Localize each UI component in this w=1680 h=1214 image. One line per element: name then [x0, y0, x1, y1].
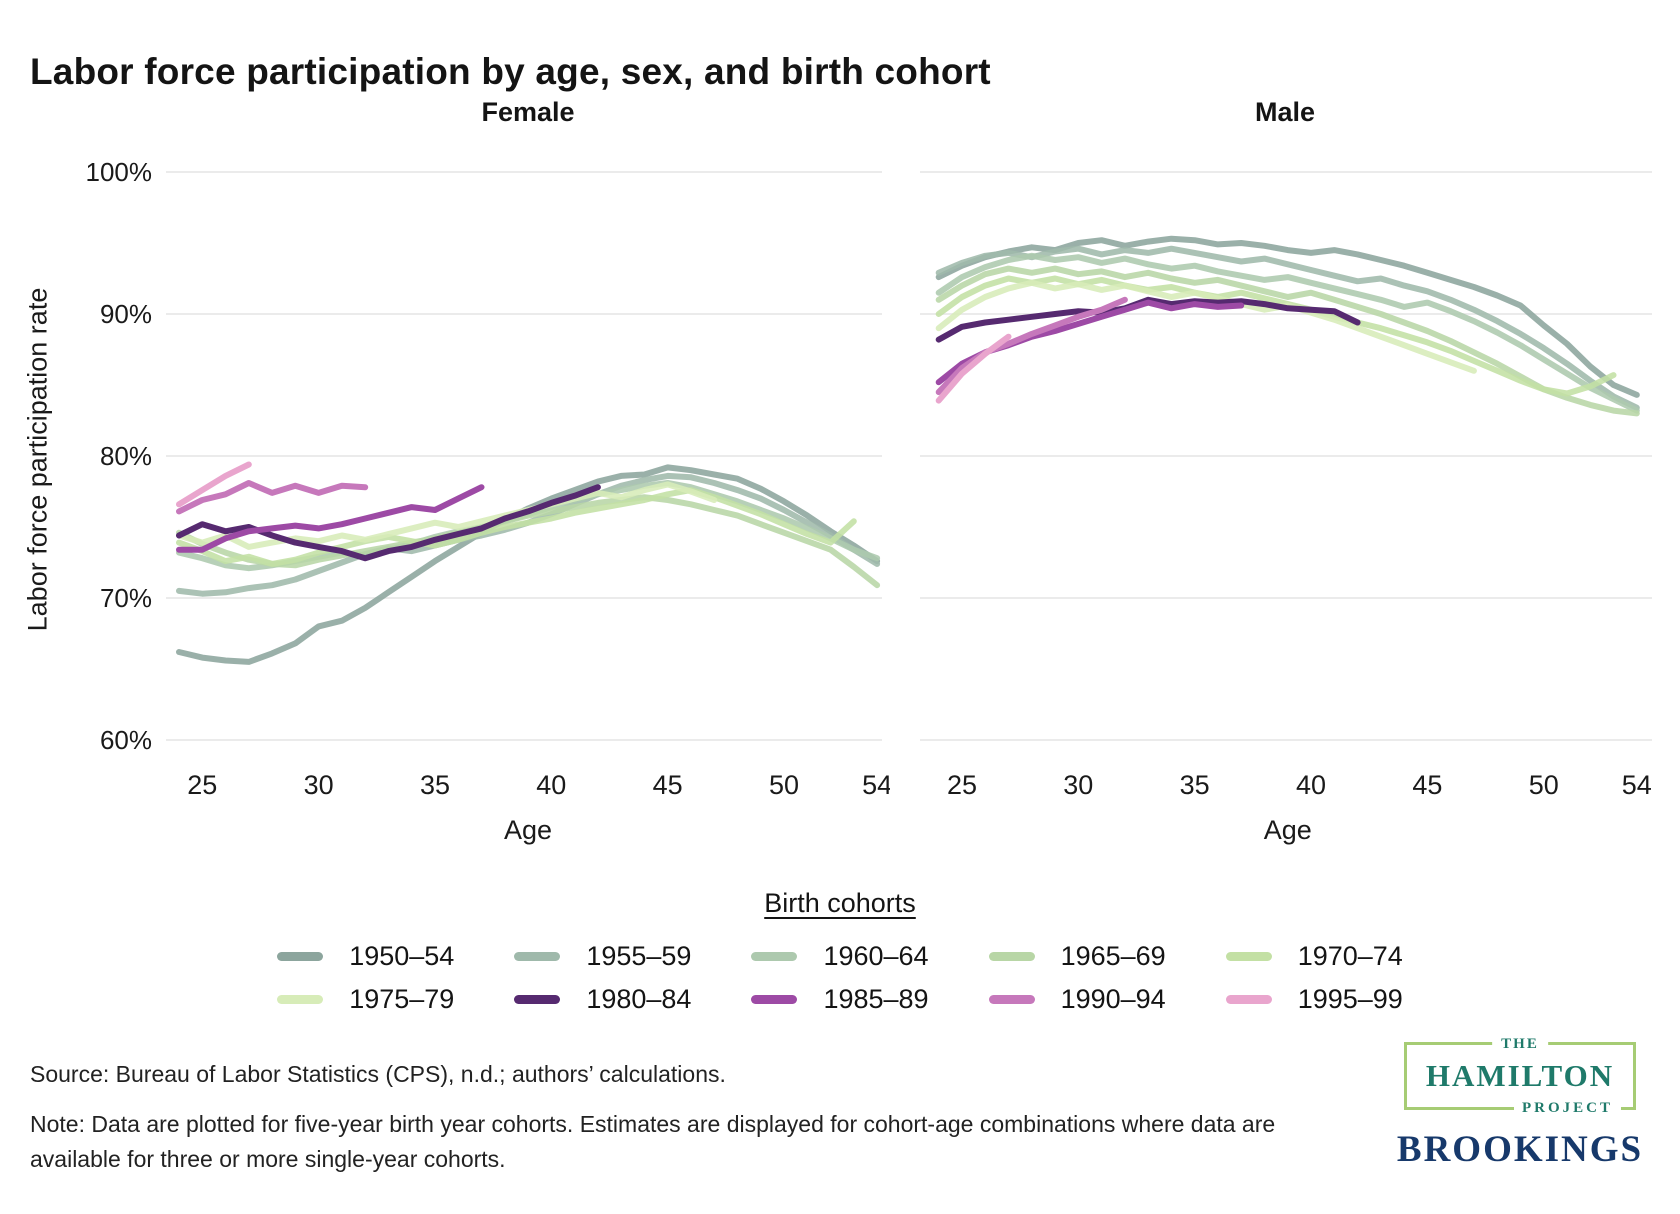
female-line-chart: 100% 90% 80% 70% 60% 25 30 35 40 45 50 54 Age	[86, 157, 891, 845]
legend-item-1985-89: 1985–89	[751, 984, 929, 1015]
legend-item-1975-79: 1975–79	[277, 984, 454, 1015]
legend-label-1950-54: 1950–54	[349, 941, 455, 971]
legend-item-1955-59: 1955–59	[514, 941, 691, 972]
logos: THE HAMILTON PROJECT BROOKINGS	[1394, 1034, 1646, 1171]
cohort-line-1960-64-male	[935, 252, 1640, 414]
x-tick-label-35: 35	[1180, 770, 1210, 800]
brookings-logo: BROOKINGS	[1396, 1129, 1644, 1170]
methodology-note: Note: Data are plotted for five-year bir…	[30, 1111, 1276, 1172]
cohort-line-1990-94-female	[176, 480, 369, 515]
y-axis-title: Labor force participation rate	[22, 287, 53, 632]
legend-label-1955-59: 1955–59	[586, 941, 692, 971]
cohort-line-1970-74-female	[176, 487, 857, 567]
hamilton-logo-name: HAMILTON	[1425, 1058, 1615, 1093]
figure-area: Labor force participation rate Female 10…	[0, 92, 1680, 862]
legend-swatch-1980-84	[514, 995, 561, 1004]
x-tick-label-40: 40	[1296, 770, 1326, 800]
legend-label-1980-84: 1980–84	[586, 984, 692, 1014]
cohort-line-1955-59-male	[935, 245, 1640, 411]
legend-label-1975-79: 1975–79	[349, 984, 455, 1014]
legend-title: Birth cohorts	[764, 888, 916, 918]
x-tick-label-50: 50	[1529, 770, 1559, 800]
legend-swatch-1990-94	[988, 995, 1035, 1004]
y-tick-label-100: 100%	[86, 157, 153, 187]
legend-swatch-1985-89	[751, 995, 798, 1004]
chart-title: Labor force participation by age, sex, a…	[30, 50, 991, 92]
legend-swatch-1975-79	[277, 995, 324, 1004]
hamilton-logo-the: THE	[1492, 1034, 1548, 1054]
y-tick-label-60: 60%	[100, 725, 152, 755]
panel-title-female: Female	[481, 97, 575, 127]
x-tick-label-54: 54	[862, 770, 890, 800]
legend-item-1970-74: 1970–74	[1225, 941, 1403, 972]
legend-label-1995-99: 1995–99	[1297, 984, 1403, 1014]
male-line-chart: 25 30 35 40 45 50 54 Age	[920, 171, 1652, 845]
legend-swatch-1965-69	[988, 952, 1035, 961]
cohort-line-1985-89-female	[176, 484, 485, 553]
cohort-line-1965-69-male	[935, 265, 1640, 417]
panel-female: Female 100% 90% 80% 70% 60% 25 30 35 40 45 50 54 Age	[60, 92, 891, 849]
legend-swatch-1950-54	[277, 952, 324, 961]
x-tick-label-25: 25	[187, 770, 217, 800]
cohort-line-1965-69-female	[176, 494, 881, 589]
legend: Birth cohorts 1950–54 1955–59 1960–64 1965–…	[0, 888, 1680, 1015]
x-tick-label-45: 45	[1412, 770, 1442, 800]
y-tick-label-80: 80%	[100, 441, 152, 471]
legend-swatch-1960-64	[751, 952, 798, 961]
legend-label-1990-94: 1990–94	[1060, 984, 1166, 1014]
x-tick-label-25: 25	[947, 770, 977, 800]
cohort-line-1975-79-female	[176, 481, 718, 550]
x-tick-label-30: 30	[304, 770, 334, 800]
legend-label-1965-69: 1965–69	[1060, 941, 1166, 971]
x-tick-label-54: 54	[1622, 770, 1652, 800]
x-tick-label-30: 30	[1063, 770, 1093, 800]
legend-row-2: 1975–79 1980–84 1985–89 1990–94 1995–99	[0, 984, 1680, 1015]
hamilton-project-logo: THE HAMILTON PROJECT	[1404, 1034, 1636, 1118]
panel-male: Male 25 30 35 40 45 50 54 Age	[890, 92, 1680, 849]
legend-label-1960-64: 1960–64	[823, 941, 929, 971]
legend-swatch-1995-99	[1225, 995, 1272, 1004]
legend-swatch-1955-59	[514, 952, 561, 961]
x-axis-title-male: Age	[1264, 815, 1312, 845]
legend-label-1970-74: 1970–74	[1297, 941, 1403, 971]
cohort-line-1970-74-male	[935, 275, 1617, 397]
cohort-line-1990-94-male	[935, 296, 1128, 396]
legend-item-1980-84: 1980–84	[514, 984, 691, 1015]
source-note: Source: Bureau of Labor Statistics (CPS)…	[30, 1061, 726, 1087]
x-tick-label-50: 50	[769, 770, 799, 800]
x-tick-label-35: 35	[420, 770, 450, 800]
legend-item-1995-99: 1995–99	[1225, 984, 1403, 1015]
x-tick-label-45: 45	[653, 770, 683, 800]
legend-row-1: 1950–54 1955–59 1960–64 1965–69 1970–74	[0, 941, 1680, 972]
legend-label-1985-89: 1985–89	[823, 984, 929, 1014]
cohort-line-1980-84-female	[176, 484, 601, 562]
panel-title-male: Male	[1254, 97, 1316, 127]
footer-notes: Source: Bureau of Labor Statistics (CPS)…	[30, 1058, 1320, 1176]
cohort-line-1995-99-male	[935, 333, 1012, 404]
y-tick-label-70: 70%	[100, 583, 152, 613]
cohort-line-1975-79-male	[935, 279, 1477, 374]
x-axis-title-female: Age	[504, 815, 552, 845]
cohort-line-1980-84-male	[935, 296, 1361, 343]
legend-swatch-1970-74	[1225, 952, 1272, 961]
legend-item-1960-64: 1960–64	[751, 941, 929, 972]
hamilton-logo-project: PROJECT	[1513, 1098, 1621, 1118]
y-tick-label-90: 90%	[100, 299, 152, 329]
legend-item-1990-94: 1990–94	[988, 984, 1166, 1015]
legend-item-1965-69: 1965–69	[988, 941, 1166, 972]
legend-item-1950-54: 1950–54	[277, 941, 454, 972]
x-tick-label-40: 40	[536, 770, 566, 800]
cohort-line-1995-99-female	[176, 461, 252, 508]
